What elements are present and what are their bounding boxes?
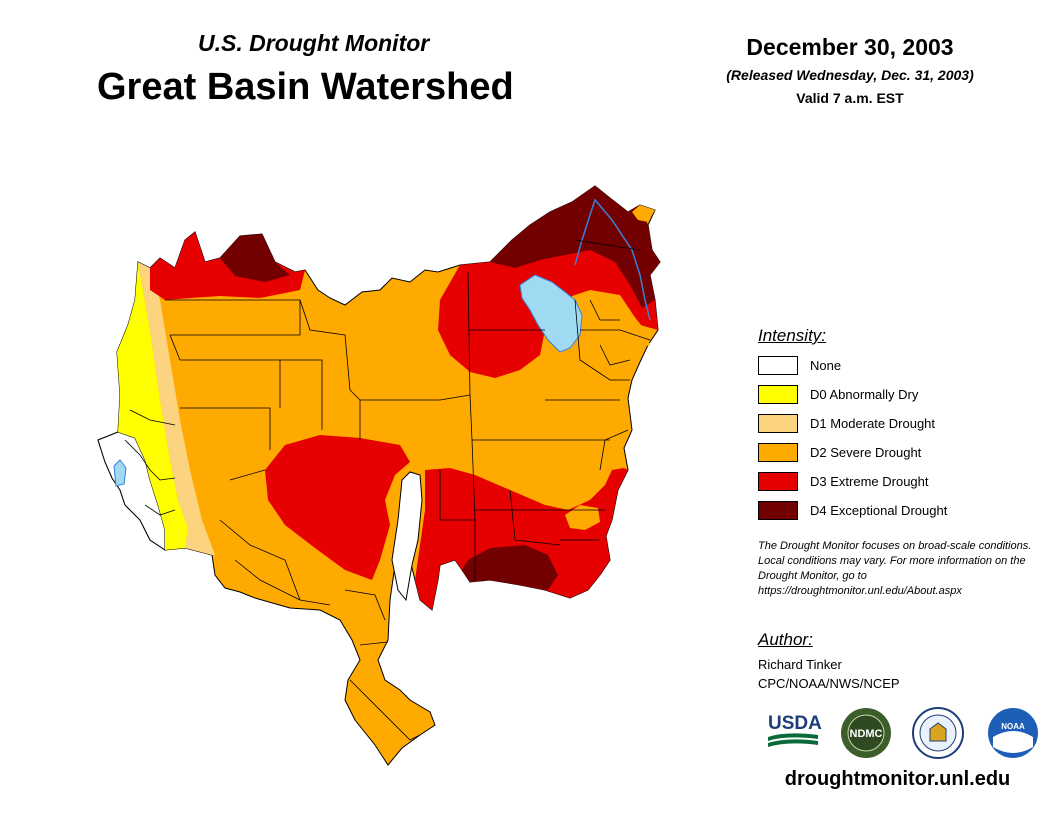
release-date: (Released Wednesday, Dec. 31, 2003) [726,67,974,83]
legend-label: D4 Exceptional Drought [810,503,948,518]
legend-item-d2: D2 Severe Drought [758,443,1038,465]
legend-item-d0: D0 Abnormally Dry [758,385,1038,407]
region-d4-south [462,545,558,590]
legend-swatch-none [758,356,798,375]
legend-label: None [810,358,842,373]
legend-swatch-d2 [758,443,798,462]
legend-label: D1 Moderate Drought [810,416,936,431]
legend-swatch-d0 [758,385,798,404]
ndmc-logo: NDMC [841,708,891,758]
usda-logo-text: USDA [768,713,822,734]
boundary-lines [124,239,651,741]
region-d1 [138,262,215,555]
author-heading: Author: [758,630,813,649]
legend-swatch-d3 [758,472,798,491]
noaa-logo-text: NOAA [1001,722,1025,731]
region-d4-northeast [490,186,660,308]
region-d3-central [265,435,410,580]
region-d2-se-patch [565,505,600,530]
disclaimer-note: The Drought Monitor focuses on broad-sca… [758,540,1032,597]
usda-logo: USDA [768,713,822,747]
legend-swatch-d1 [758,414,798,433]
noaa-logo: NOAA [988,708,1038,758]
ndmc-logo-text: NDMC [850,728,883,740]
legend-title: Intensity: [758,326,827,345]
region-d0 [117,262,188,550]
legend-label: D3 Extreme Drought [810,474,929,489]
bear-river [574,198,651,321]
legend-item-d4: D4 Exceptional Drought [758,501,1038,523]
unmapped-notch [391,471,423,602]
map-date: December 30, 2003 [746,34,954,60]
legend-label: D2 Severe Drought [810,445,922,460]
legend-item-d1: D1 Moderate Drought [758,414,1038,436]
map-title: Great Basin Watershed [97,66,514,108]
author-name: Richard Tinker [758,657,842,672]
footer-url[interactable]: droughtmonitor.unl.edu [784,768,1011,790]
legend-label: D0 Abnormally Dry [810,387,919,402]
region-d2-ne-corner [632,205,655,222]
legend-item-none: None [758,356,1038,378]
legend-item-d3: D3 Extreme Drought [758,472,1038,494]
valid-time: Valid 7 a.m. EST [796,90,904,106]
small-lake-west [113,459,127,487]
map-subtitle: U.S. Drought Monitor [198,30,430,56]
doc-logo [912,707,964,759]
region-d4-north [220,234,290,282]
legend-swatch-d4 [758,501,798,520]
region-d2-utah [580,292,650,350]
great-salt-lake [519,274,583,353]
author-org: CPC/NOAA/NWS/NCEP [758,676,900,691]
drought-map [97,185,661,766]
